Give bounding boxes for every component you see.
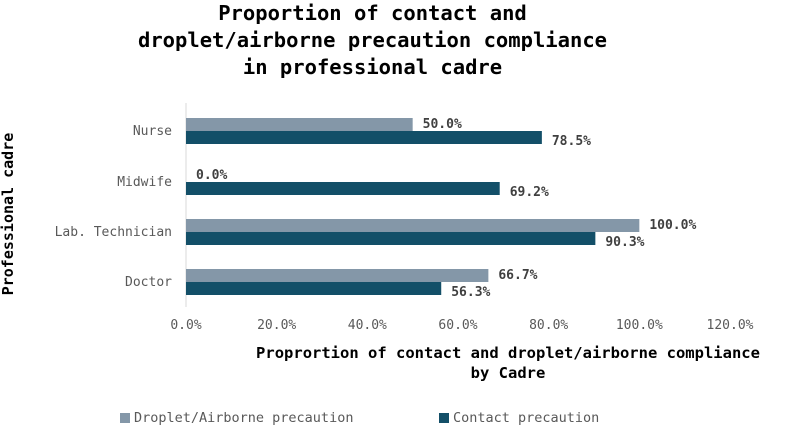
x-tick-label: 40.0% — [348, 318, 387, 333]
category-label: Midwife — [117, 175, 172, 190]
x-tick-label: 80.0% — [529, 318, 568, 333]
legend-swatch — [439, 413, 449, 423]
x-tick-label: 100.0% — [616, 318, 663, 333]
data-label: 66.7% — [498, 268, 537, 283]
category-label: Nurse — [133, 124, 172, 139]
data-label: 78.5% — [552, 134, 591, 149]
x-tick-label: 120.0% — [707, 318, 754, 333]
legend-label: Droplet/Airborne precaution — [134, 410, 354, 426]
chart-title: Proportion of contact and droplet/airbor… — [138, 1, 607, 79]
x-tick-label: 0.0% — [170, 318, 201, 333]
legend-item: Droplet/Airborne precaution — [120, 410, 353, 426]
category-label: Doctor — [125, 275, 172, 290]
data-label: 69.2% — [510, 185, 549, 200]
legend: Droplet/Airborne precaution Contact preca… — [0, 410, 790, 428]
data-label: 100.0% — [649, 218, 696, 233]
data-label: 50.0% — [423, 117, 462, 132]
bar — [186, 219, 640, 232]
legend-item: Contact precaution — [439, 410, 599, 426]
data-label: 90.3% — [605, 235, 644, 250]
bar — [186, 269, 489, 282]
x-tick-label: 20.0% — [257, 318, 296, 333]
bar — [186, 118, 413, 131]
legend-swatch — [120, 413, 130, 423]
x-axis-label: Proprortion of contact and droplet/airbo… — [256, 344, 760, 382]
bar — [186, 131, 542, 144]
data-label: 0.0% — [196, 168, 227, 183]
data-label: 56.3% — [451, 285, 490, 300]
bar — [186, 182, 500, 195]
legend-label: Contact precaution — [453, 410, 600, 426]
category-label: Lab. Technician — [55, 225, 172, 240]
bar — [186, 282, 442, 295]
x-tick-label: 60.0% — [438, 318, 477, 333]
bar — [186, 232, 596, 245]
